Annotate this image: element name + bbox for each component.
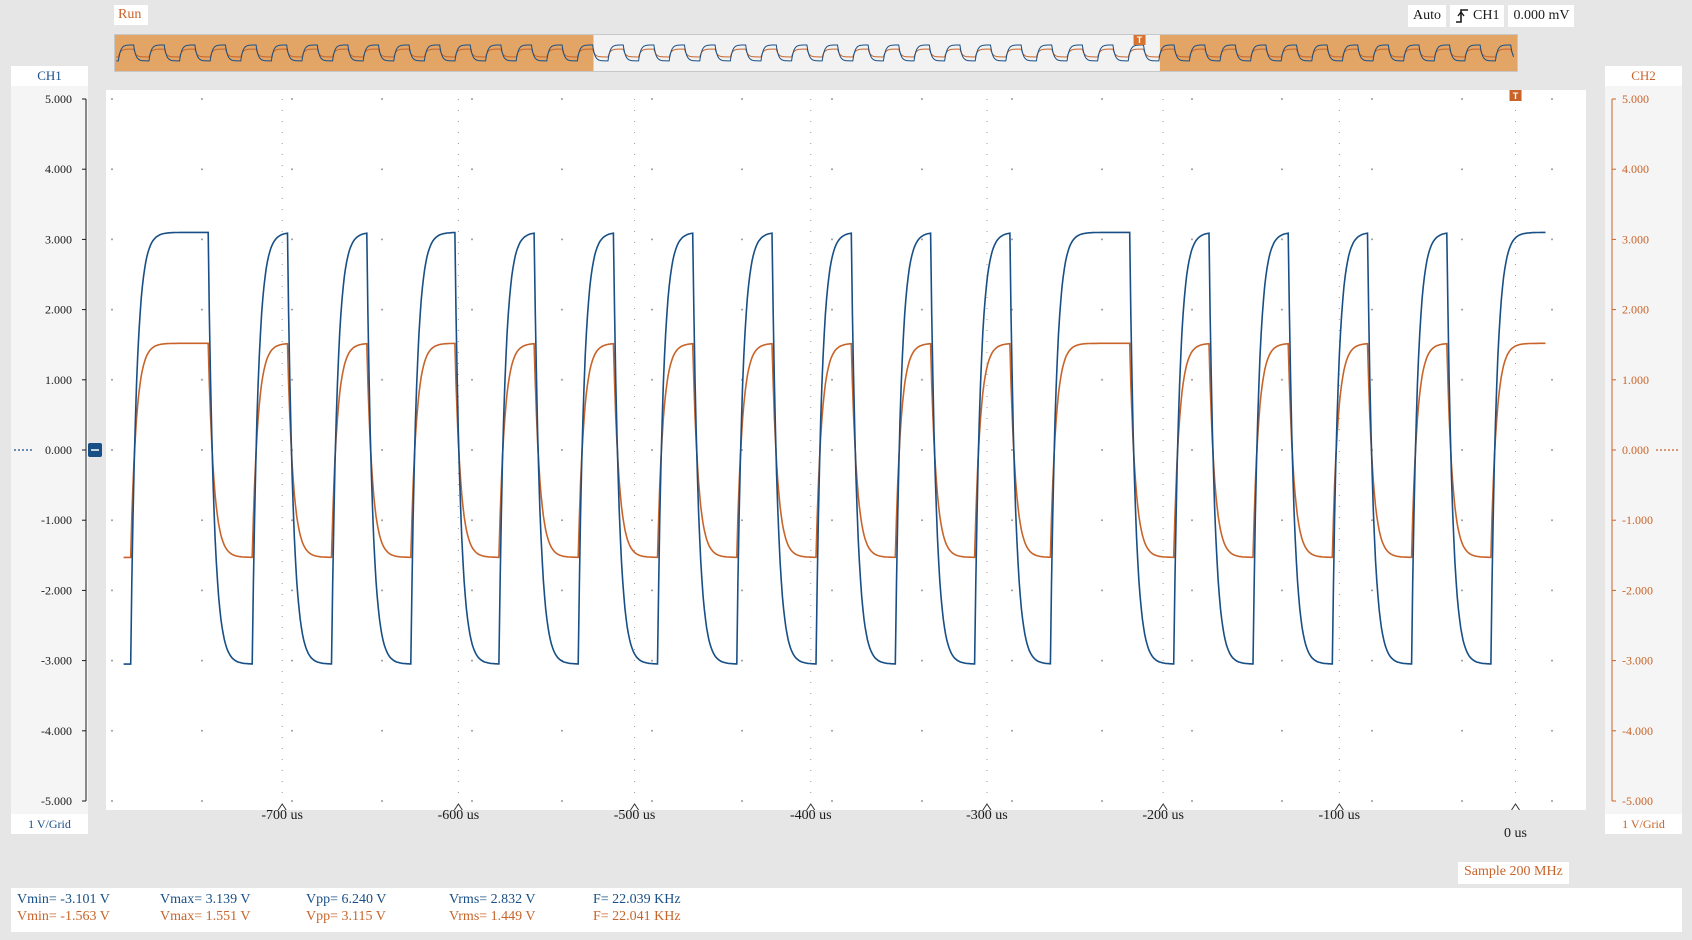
x-tick-marker (1511, 803, 1520, 811)
x-tick-marker (630, 803, 639, 811)
ch2-vrms: Vrms= 1.449 V (449, 909, 536, 924)
ch1-y-tick-label: -3.000 (41, 654, 72, 668)
ch1-y-tick-label: 2.000 (45, 303, 72, 317)
ch1-vmin: Vmin= -3.101 V (17, 892, 110, 907)
x-tick-marker (277, 803, 287, 811)
x-axis-labels: -700 us -600 us -500 us -400 us -300 us -200 … (106, 808, 1586, 848)
ch2-y-tick-label: 3.000 (1622, 232, 1649, 246)
rising-edge-icon (1456, 9, 1468, 23)
overview-right-shade (1159, 35, 1517, 71)
x-tick-label: -500 us (613, 808, 656, 823)
ch1-waveform-trace (123, 231, 1546, 665)
ch1-vmax: Vmax= 3.139 V (160, 892, 251, 907)
waveform-overview[interactable]: T (114, 34, 1518, 72)
ch2-vmin: Vmin= -1.563 V (17, 909, 110, 924)
ch2-vpp: Vpp= 3.115 V (306, 909, 386, 924)
ch2-label[interactable]: CH2 (1605, 66, 1682, 86)
ch1-y-tick-label: 3.000 (45, 232, 72, 246)
trigger-source-button[interactable]: CH1 (1450, 5, 1505, 27)
ch2-y-tick-label: 1.000 (1622, 373, 1649, 387)
x-tick-label: -300 us (966, 808, 1008, 823)
run-status-button[interactable]: Run (114, 5, 148, 25)
ch2-y-tick-label: 0.000 (1622, 443, 1649, 457)
ch1-axis-panel: CH1 1 V/Grid (11, 66, 88, 834)
ch2-y-tick-label: -5.000 (1622, 794, 1653, 808)
ch2-y-tick-label: -1.000 (1622, 513, 1653, 527)
ch2-vmax: Vmax= 1.551 V (160, 909, 251, 924)
ch2-frequency: F= 22.041 KHz (593, 909, 681, 924)
x-zero-label: 0 us (1504, 826, 1527, 841)
trigger-settings: Auto CH1 0.000 mV (1408, 5, 1575, 27)
trigger-level-button[interactable]: 0.000 mV (1508, 5, 1575, 27)
x-tick-label: -400 us (789, 808, 832, 823)
ch2-y-tick-label: 4.000 (1622, 162, 1649, 176)
ch1-scale-label[interactable]: 1 V/Grid (11, 814, 88, 834)
ch1-measurements: Vmin= -3.101 V Vmax= 3.139 V Vpp= 6.240 … (11, 892, 1682, 910)
x-tick-marker (1158, 803, 1168, 811)
ch2-y-tick-label: 2.000 (1622, 303, 1649, 317)
ch1-frequency: F= 22.039 KHz (593, 892, 681, 907)
ch2-y-tick-label: -2.000 (1622, 583, 1653, 597)
overview-left-shade (115, 35, 594, 71)
ch1-y-tick-label: 1.000 (45, 373, 72, 387)
svg-text:T: T (1137, 35, 1143, 45)
overview-waveform: T (115, 34, 1517, 71)
ch1-offset-marker-icon[interactable] (88, 443, 102, 457)
ch1-y-tick-label: -4.000 (41, 724, 72, 738)
trigger-source-label: CH1 (1473, 8, 1500, 23)
x-tick-marker (982, 803, 992, 811)
overview-ch1-waveform-trace (116, 44, 1515, 62)
ch2-y-tick-label: 5.000 (1622, 92, 1649, 106)
ch2-y-tick-label: -3.000 (1622, 654, 1653, 668)
ch1-y-tick-label: -5.000 (41, 794, 72, 808)
ch1-y-tick-label: 4.000 (45, 162, 72, 176)
trigger-marker-icon[interactable]: T (1509, 90, 1522, 101)
x-tick-marker (1334, 803, 1344, 811)
ch1-y-tick-label: -2.000 (41, 583, 72, 597)
ch2-scale-label[interactable]: 1 V/Grid (1605, 814, 1682, 834)
x-tick-marker (806, 803, 816, 811)
ch1-y-tick-label: 0.000 (45, 443, 72, 457)
ch1-vpp: Vpp= 6.240 V (306, 892, 387, 907)
measurements-panel: Vmin= -3.101 V Vmax= 3.139 V Vpp= 6.240 … (11, 888, 1682, 932)
plot-area[interactable]: T (106, 90, 1586, 811)
x-tick-label: -100 us (1318, 808, 1361, 823)
ch2-waveform-trace (123, 342, 1546, 559)
overview-trigger-marker-icon: T (1133, 34, 1146, 45)
ch1-y-tick-label: 5.000 (45, 92, 72, 106)
x-tick-label: -700 us (261, 808, 303, 823)
trigger-mode-button[interactable]: Auto (1408, 5, 1446, 27)
x-tick-label: -200 us (1142, 808, 1184, 823)
ch1-y-tick-label: -1.000 (41, 513, 72, 527)
ch1-vrms: Vrms= 2.832 V (449, 892, 536, 907)
x-tick-label: -600 us (437, 808, 480, 823)
waveform-plot: T (111, 90, 1553, 811)
x-tick-marker (453, 803, 463, 811)
ch2-measurements: Vmin= -1.563 V Vmax= 1.551 V Vpp= 3.115 … (11, 909, 1682, 927)
svg-text:T: T (1513, 91, 1519, 101)
ch1-label[interactable]: CH1 (11, 66, 88, 86)
sample-rate-label: Sample 200 MHz (1458, 862, 1569, 884)
ch2-y-tick-label: -4.000 (1622, 724, 1653, 738)
overview-window[interactable] (593, 35, 1160, 71)
